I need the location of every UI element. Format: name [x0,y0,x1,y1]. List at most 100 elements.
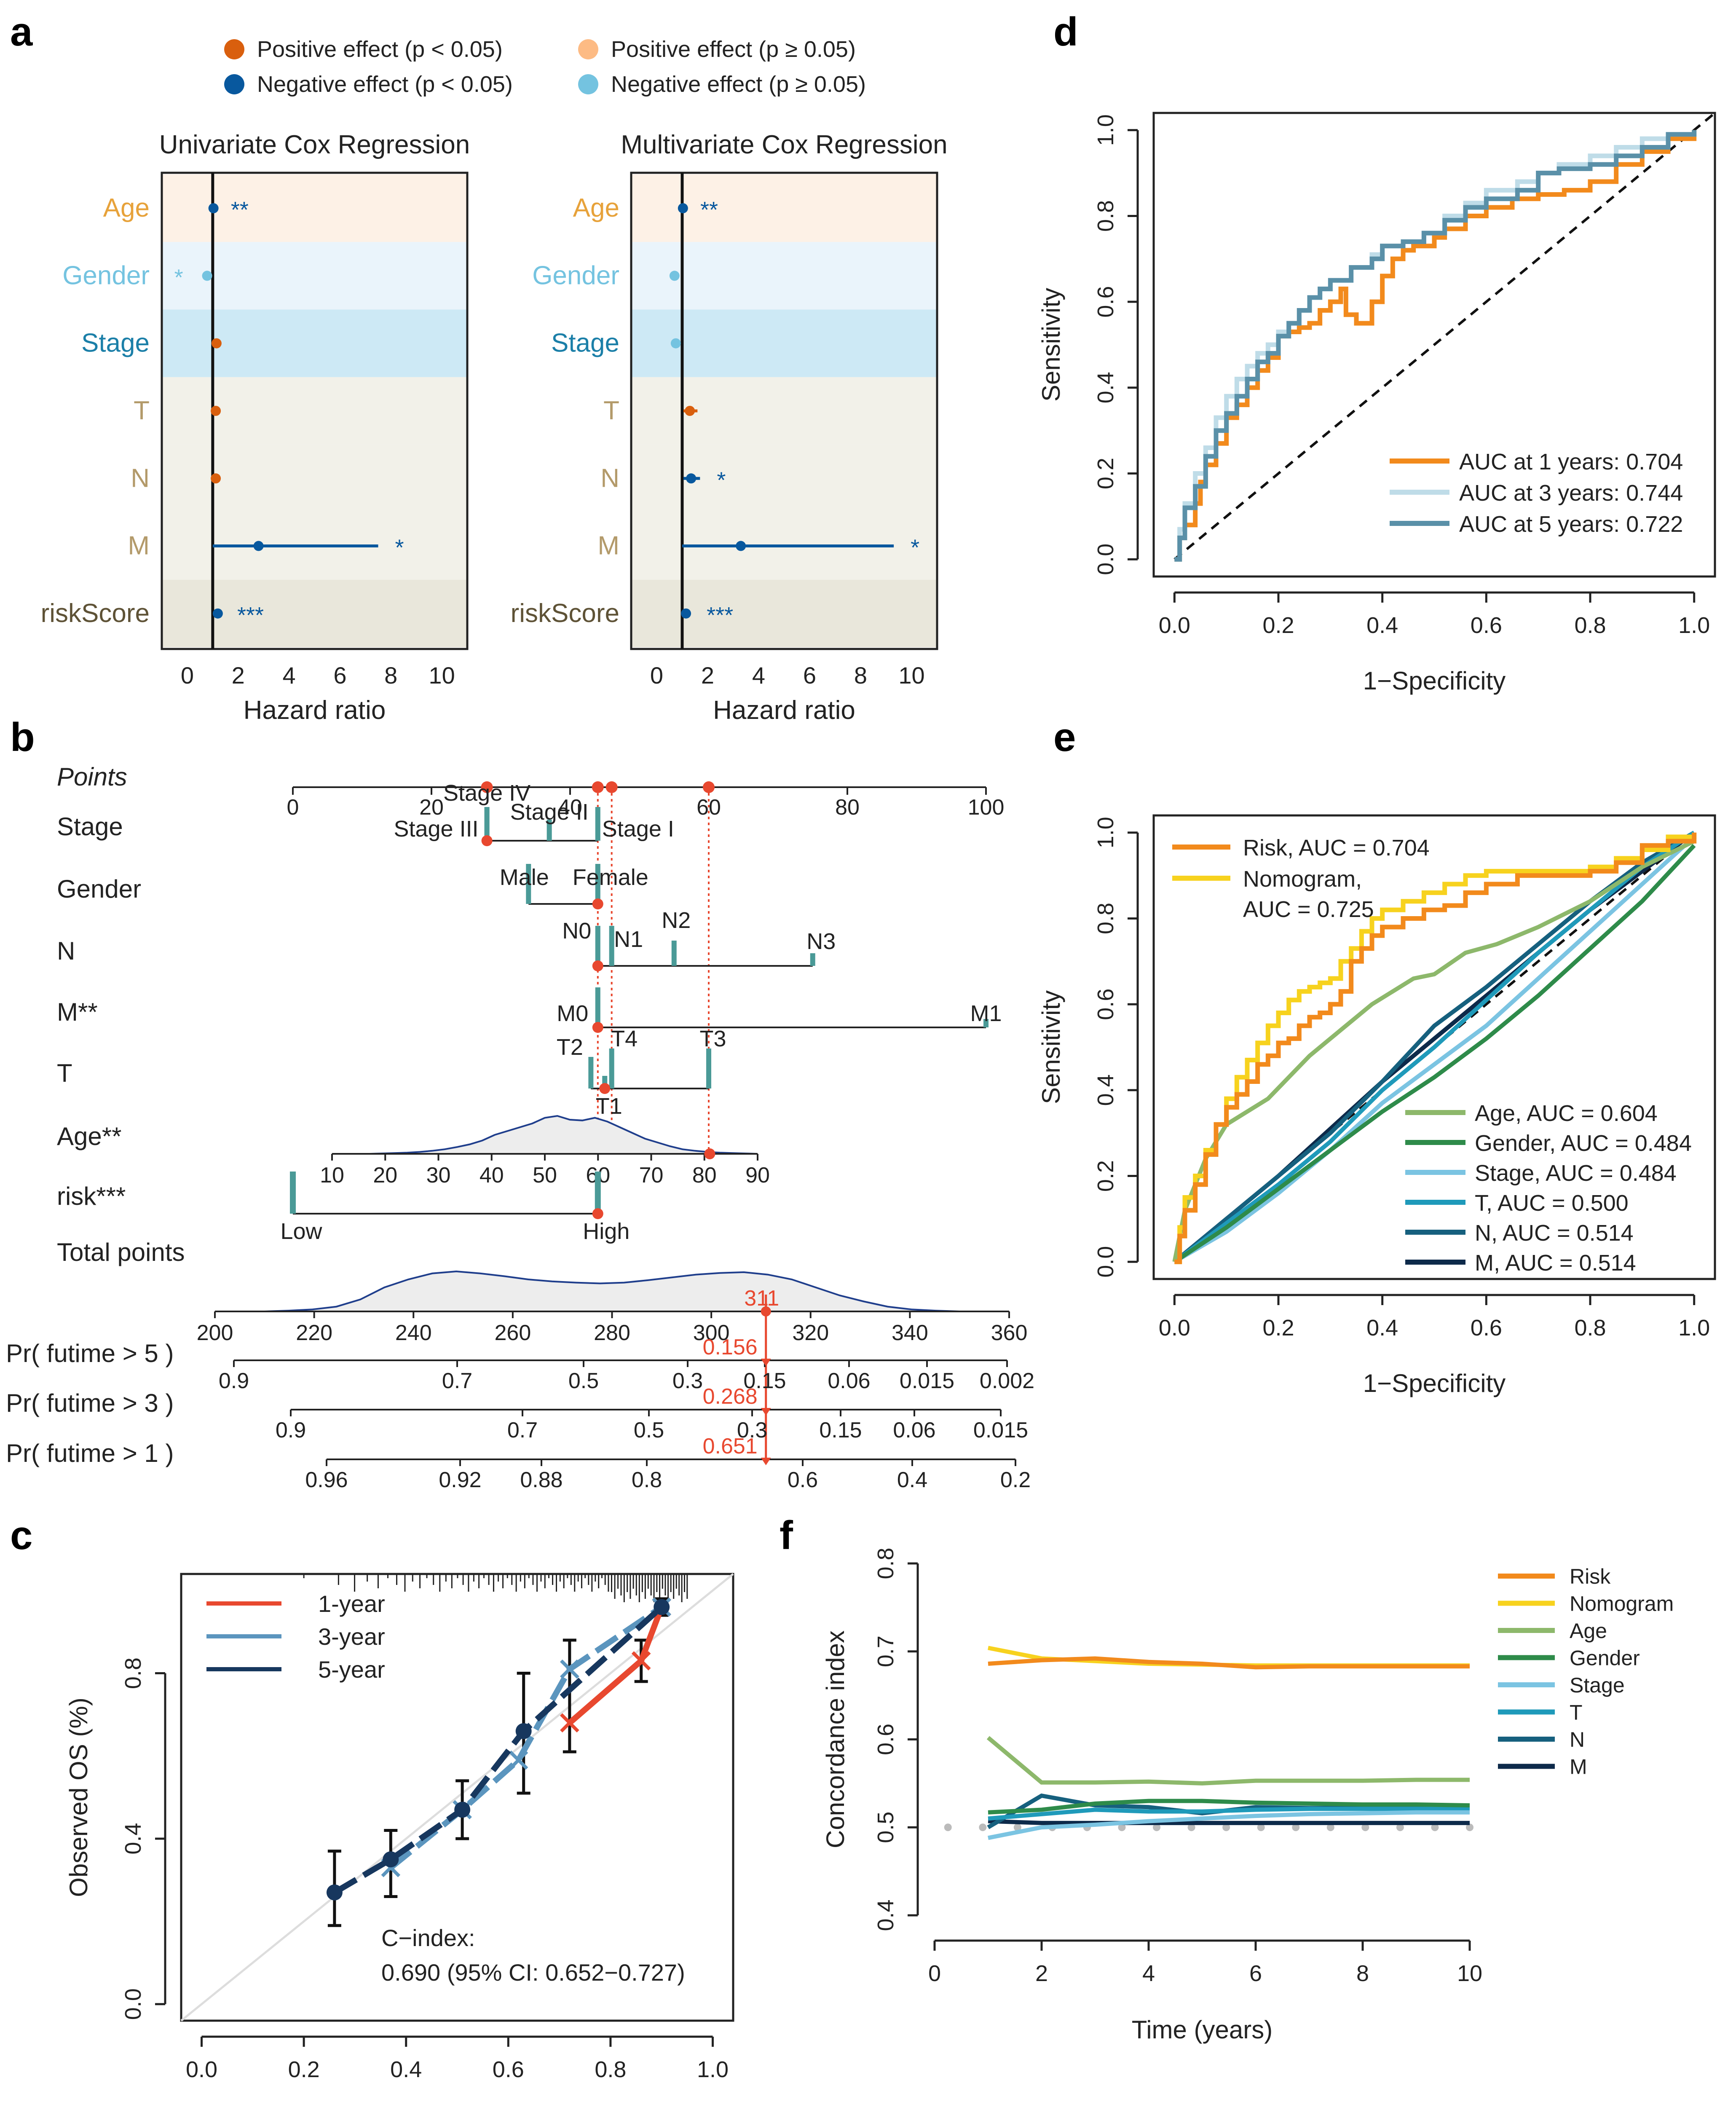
y-tick-label: 0.2 [1093,1160,1118,1192]
age-tick-label: 10 [320,1163,344,1188]
x-tick-label: 4 [283,662,296,689]
legend-label: Stage [1570,1673,1625,1697]
y-tick-label: 1.0 [1093,817,1118,848]
n-level-label: N3 [806,929,836,954]
surv5-tick-label: 0.06 [828,1369,870,1393]
m-selected-marker [592,1022,603,1033]
surv3-tick-label: 0.9 [276,1418,306,1442]
reference-dot [1257,1823,1265,1831]
age-selected-marker [704,1148,715,1159]
t-selected-marker [599,1083,611,1094]
y-axis-title: Concordance index [821,1630,849,1848]
risk-level-label: High [583,1219,630,1244]
calibration-line-5-year [333,1605,664,1895]
significance-stars: ** [231,197,249,223]
points-tick-label: 80 [835,795,860,820]
x-tick-label: 1.0 [1678,1315,1710,1341]
legend-label: M, AUC = 0.514 [1475,1250,1636,1276]
hr-point [211,405,221,416]
nomogram-row-label: T [57,1059,72,1087]
y-tick-label: 0.6 [1093,286,1118,318]
panel-f-label: f [780,1513,793,1558]
nomogram-row-label: Total points [57,1238,185,1266]
significance-stars: * [911,535,919,560]
reference-dot [1396,1823,1404,1831]
cindex-line [988,1810,1470,1840]
total-tick-label: 240 [395,1321,432,1345]
surv1-tick-label: 0.6 [788,1468,818,1492]
surv5-tick-label: 0.3 [672,1369,703,1393]
x-axis-title: 1−Specificity [1363,1369,1506,1397]
roc-curve [1174,832,1697,1264]
svg-text:e: e [1053,715,1076,760]
x-tick-label: 0.8 [595,2057,626,2082]
x-tick-label: 0.2 [288,2057,320,2082]
total-tick-label: 340 [892,1321,928,1345]
cindex-label: C−index: [381,1925,475,1951]
total-tick-label: 300 [693,1321,730,1345]
hr-point [208,203,219,214]
calibration-point [454,1802,471,1818]
legend-label: Gender, AUC = 0.484 [1475,1131,1692,1156]
legend-label: Gender [1570,1646,1640,1670]
nomogram-row-label: Gender [57,875,141,903]
hr-point [253,541,264,551]
total-density [264,1270,960,1312]
x-tick-label: 8 [384,662,397,689]
m-level-label: M1 [970,1001,1002,1026]
legend-label: Risk, AUC = 0.704 [1243,835,1430,861]
total-tick-label: 320 [792,1321,829,1345]
panel-a-label: a [10,9,33,54]
panel-d-label: d [1053,9,1078,54]
x-tick-label: 0.2 [1262,613,1294,638]
row-band [631,579,937,647]
variable-label: Age [103,193,150,223]
panel-c-calibration: 0.00.20.40.60.81.00.00.40.8Nomogram−pred… [64,1573,734,2082]
reference-dot [979,1823,987,1831]
age-density [332,1115,758,1155]
panel-e-roc: 0.0 0.2 0.4 0.6 0.8 1.0 0.0 0.2 0.4 0.6 0.8 1.0 1−Sp… [1037,814,1716,1397]
x-tick-label: 2 [1035,1961,1048,1986]
significance-stars: * [395,535,404,560]
roc-curve [1174,130,1697,562]
y-tick-label: 0.0 [121,1988,146,2020]
surv1-tick-label: 0.96 [305,1468,348,1492]
surv1-predicted-value: 0.651 [703,1434,758,1459]
stage-level-label: Stage III [394,816,478,842]
row-band [162,309,467,377]
cindex-line [988,1807,1470,1821]
surv5-tick-label: 0.002 [980,1369,1034,1393]
row-band [162,445,467,512]
legend-marker [578,74,598,94]
x-tick-label: 0 [181,662,194,689]
calibration-point [560,1659,579,1679]
diagonal-reference [1173,112,1716,560]
m-level-label: M0 [557,1001,588,1026]
legend-label: Nomogram [1570,1592,1674,1616]
nomogram-row-label: Pr( futime > 1 ) [6,1439,174,1467]
x-tick-label: 6 [803,662,816,689]
calibration-point [326,1884,343,1901]
y-tick-label: 0.5 [873,1812,898,1843]
nomogram-row-label: Age** [57,1122,121,1150]
x-tick-label: 8 [854,662,867,689]
selected-point-marker [703,781,715,793]
legend-label: Positive effect (p ≥ 0.05) [611,37,856,62]
total-marker [761,1306,771,1316]
age-tick-label: 50 [533,1163,557,1188]
stage-level-label: Stage IV [443,780,530,806]
variable-label: Stage [81,329,150,358]
patient-total-label: 311 [744,1286,779,1311]
reference-dot [1153,1823,1161,1831]
plot-frame [1152,814,1716,1280]
y-tick-label: 0.4 [873,1899,898,1931]
selected-point-marker [481,781,493,793]
y-tick-label: 0.8 [1093,903,1118,934]
hr-point [678,203,688,214]
significance-stars: * [174,265,183,290]
surv5-tick-label: 0.5 [568,1369,599,1393]
age-tick-label: 70 [639,1163,664,1188]
legend-label: Negative effect (p < 0.05) [257,72,513,97]
panel-e-label: e [1053,715,1076,760]
t-level-label: T2 [557,1035,583,1060]
